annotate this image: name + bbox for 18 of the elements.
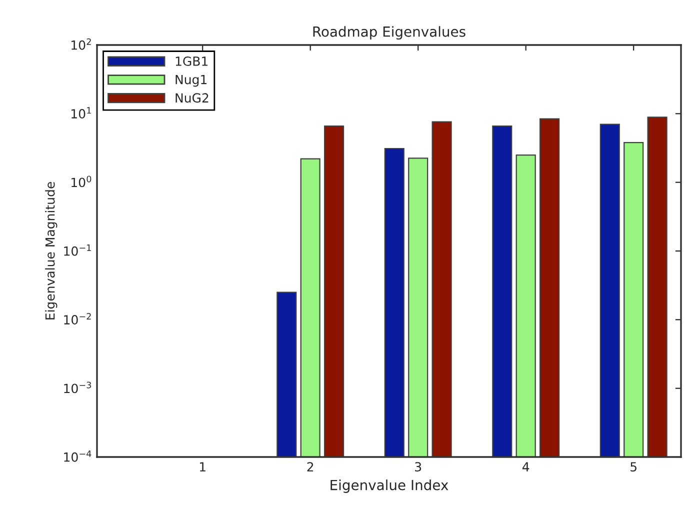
y-tick-label: 10$^{0}$: [72, 176, 92, 188]
x-tick-label: 2: [307, 462, 314, 472]
x-tick-label: 3: [415, 462, 422, 472]
legend-label: NuG2: [176, 93, 208, 103]
x-tick-label: 1: [200, 462, 206, 472]
chart-title: Roadmap Eigenvalues: [313, 26, 466, 40]
x-tick-label: 5: [630, 462, 636, 472]
y-tick-label: 10$^{−3}$: [64, 382, 91, 394]
y-tick-label: 10$^{−4}$: [64, 450, 92, 462]
x-tick-label: 4: [522, 462, 530, 472]
y-tick-label: 10$^{−1}$: [64, 244, 91, 256]
legend-label: Nug1: [176, 74, 207, 87]
y-tick-label: 10$^{2}$: [72, 38, 91, 50]
legend-label: 1GB1: [176, 56, 208, 66]
y-tick-label: 10$^{−2}$: [64, 313, 91, 324]
x-axis-title: Eigenvalue Index: [330, 480, 448, 493]
y-tick-label: 10$^{1}$: [72, 107, 91, 119]
y-axis-title: Eigenvalue Magnitude: [45, 182, 58, 320]
